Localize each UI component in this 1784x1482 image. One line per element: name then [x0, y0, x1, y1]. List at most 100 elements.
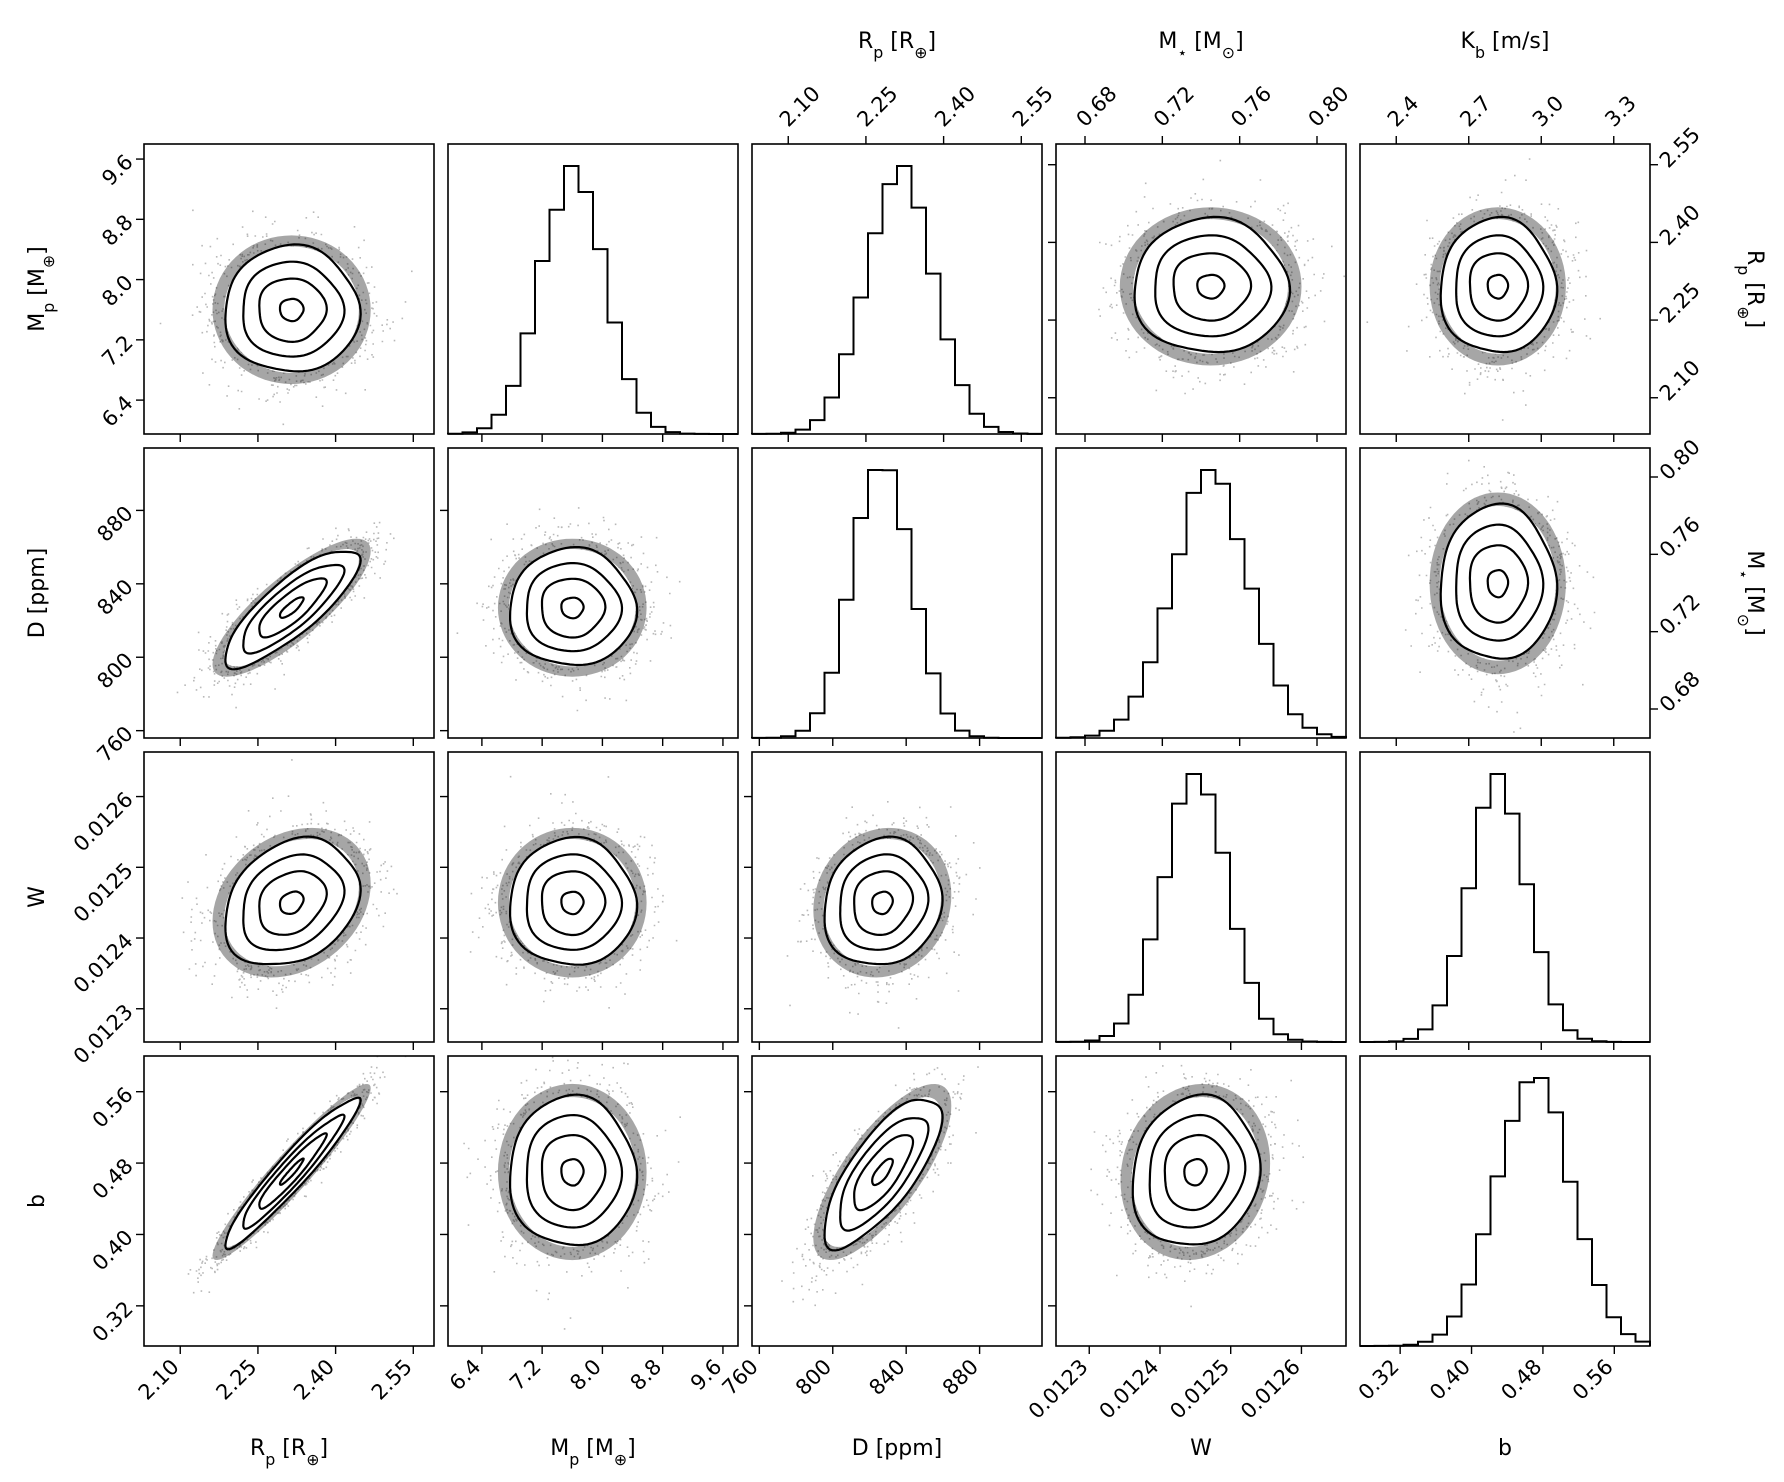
panel-plot-area [176, 521, 395, 709]
y-tick-label: 0.0126 [69, 787, 138, 856]
panel-plot-area [187, 1056, 407, 1294]
contour-0.5-sigma [1486, 569, 1510, 599]
contour-0.5-sigma [278, 1157, 305, 1186]
y-right-tick-label: 0.68 [1655, 667, 1705, 717]
panel-frame [1359, 751, 1651, 1043]
contour-fill [224, 1097, 359, 1247]
contour-2-sigma [1133, 215, 1292, 354]
panel-plot-area [456, 507, 681, 712]
x-tick-label: 0.48 [1496, 1355, 1546, 1405]
y-right-tick-label: 0.72 [1655, 589, 1705, 639]
right-axis-label-Rp: Rp [R⊕] [1735, 250, 1768, 328]
x-top-tick-label: 2.40 [930, 81, 980, 131]
contour-2-sigma [509, 835, 639, 966]
panel-Rp-vs-Mp: 6.4 7.2 8.0 8.8 9.6 [97, 143, 435, 442]
contour-0.5-sigma [560, 596, 585, 620]
top-axis-label-Kb: Kb [m/s] [1461, 29, 1550, 62]
contour-0.5-sigma [560, 890, 585, 916]
panel-frame [143, 143, 435, 435]
y-axis-label-W: W [25, 886, 50, 908]
panel-frame [447, 447, 739, 739]
scatter-cloud [463, 1056, 681, 1330]
y-tick-label: 8.8 [97, 210, 138, 251]
contour-2-sigma [823, 1098, 944, 1252]
contour-0.5-sigma [278, 890, 305, 915]
panel-frame [143, 751, 435, 1043]
scatter-cloud [456, 507, 681, 712]
histogram-step [1360, 1077, 1651, 1347]
x-tick-label: 880 [938, 1355, 983, 1400]
panel-Rp-vs-b: 2.10 2.25 2.40 2.55 0.32 0.40 0.48 0.56 [88, 1055, 435, 1405]
contour-0.5-sigma [1486, 273, 1510, 300]
contour-1-sigma [258, 1132, 328, 1210]
y-tick-label: 0.0123 [69, 1000, 138, 1069]
x-top-tick-label: 2.25 [852, 81, 902, 131]
contour-2-sigma [509, 1093, 639, 1247]
y-tick-label: 9.6 [97, 150, 138, 191]
contour-1.5-sigma [839, 853, 930, 951]
panel-frame [1055, 447, 1347, 739]
panel-plot-area [786, 801, 981, 1029]
panel-Mp-vs-D [440, 447, 739, 746]
contour-1.5-sigma [525, 1113, 624, 1229]
panel-frame [1359, 1055, 1651, 1347]
y-axis-label-D: D [ppm] [25, 548, 50, 638]
contour-1.5-sigma [242, 260, 346, 358]
x-tick-label: 800 [791, 1355, 836, 1400]
x-top-tick-label: 3.0 [1528, 91, 1569, 132]
histogram-step [751, 469, 1042, 739]
histogram-b: 0.32 0.40 0.48 0.56 [1354, 1055, 1651, 1405]
scatter-points [1090, 1064, 1305, 1308]
contour-2-sigma [224, 243, 362, 373]
x-axis-label-W: W [1190, 1436, 1212, 1461]
contour-1.5-sigma [1154, 234, 1273, 338]
contours [509, 1093, 639, 1247]
contour-0.5-sigma [278, 297, 305, 323]
panel-frame [1055, 751, 1347, 1043]
x-tick-label: 0.0126 [1236, 1355, 1305, 1424]
panel-Kb-vs-Rp: 2.4 2.7 3.0 3.3 2.10 2.25 2.40 2.55 [1359, 91, 1705, 442]
x-tick-label: 0.0125 [1165, 1355, 1234, 1424]
x-axis-label-b: b [1498, 1436, 1512, 1461]
contour-0.5-sigma [871, 890, 894, 916]
contour-0.5-sigma [560, 1158, 585, 1187]
panel-Mstar-vs-Rp: 0.68 0.72 0.76 0.80 [1048, 81, 1354, 442]
panels-layer: 6.47.28.08.89.62.10 2.25 2.40 2.55 0.68 0.72 0… [69, 81, 1705, 1423]
panel-plot-area [181, 759, 398, 1009]
x-tick-label: 8.8 [626, 1355, 667, 1396]
x-tick-label: 840 [864, 1355, 909, 1400]
panel-plot-area [781, 1056, 979, 1307]
panel-frame [1055, 143, 1347, 435]
x-tick-label: 2.25 [211, 1355, 261, 1405]
contours [1439, 215, 1559, 354]
contour-2-sigma [1439, 215, 1559, 354]
contours [224, 835, 362, 966]
panel-frame [447, 751, 739, 1043]
contour-2-sigma [224, 835, 362, 966]
x-tick-label: 0.32 [1354, 1355, 1404, 1405]
contour-fill [823, 1097, 942, 1247]
panel-frame [1359, 447, 1651, 739]
x-top-tick-label: 0.68 [1072, 81, 1122, 131]
contour-0.5-sigma [1183, 1158, 1208, 1187]
contour-1-sigma [540, 870, 607, 937]
panel-frame [751, 1055, 1043, 1347]
scatter-cloud [1090, 1064, 1305, 1308]
contour-1.5-sigma [525, 562, 624, 653]
contour-1.5-sigma [839, 1117, 930, 1232]
top-axis-label-Rp: Rp [R⊕] [858, 29, 936, 62]
y-right-tick-label: 2.40 [1655, 200, 1705, 250]
x-axis-label-Rp: Rp [R⊕] [250, 1436, 328, 1469]
panel-plot-area [463, 1056, 681, 1330]
panel-plot-area [159, 209, 413, 426]
scatter-points [463, 1056, 681, 1330]
panel-Rp-vs-D: 760 800 840 880 [92, 447, 435, 767]
histogram-W [1055, 751, 1347, 1050]
top-axis-label-Mstar: M⋆ [M⊙] [1158, 29, 1243, 62]
contour-1.5-sigma [525, 853, 624, 951]
y-axis-label-b: b [25, 1194, 50, 1208]
y-tick-label: 800 [92, 648, 137, 693]
histogram-step [447, 165, 738, 435]
y-tick-label: 840 [92, 575, 137, 620]
